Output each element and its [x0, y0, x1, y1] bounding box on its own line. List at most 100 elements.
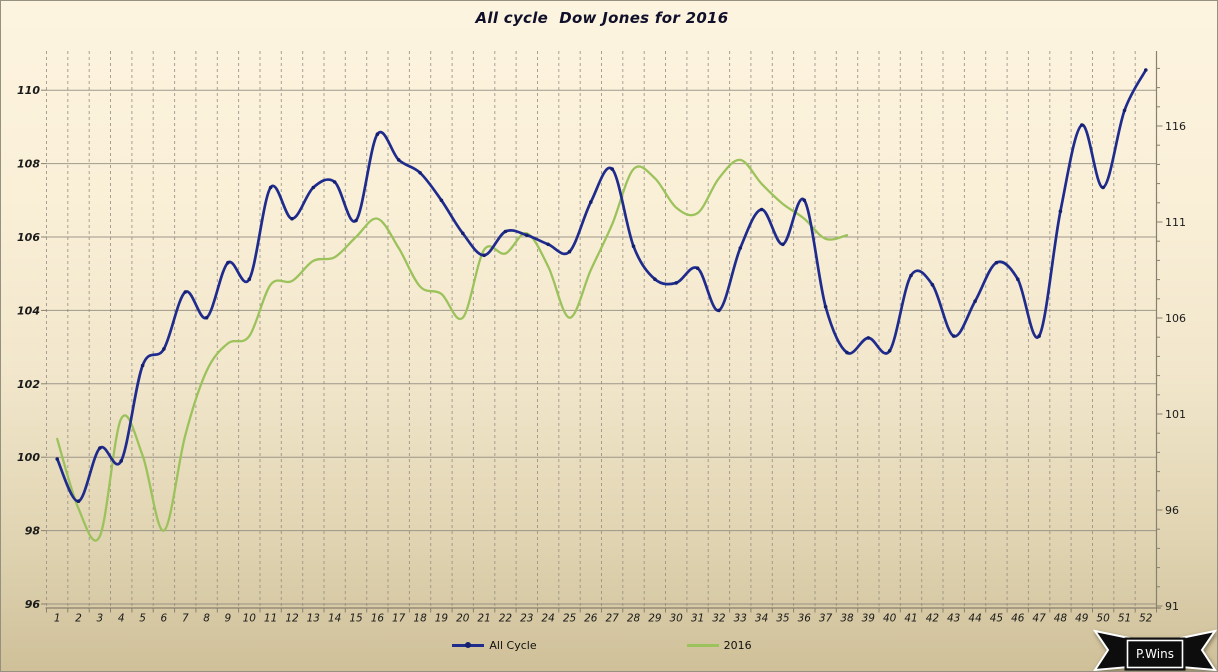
x-axis-tick-label: 46	[1011, 613, 1025, 625]
data-point-marker	[76, 499, 81, 504]
data-point-marker	[759, 207, 764, 212]
left-axis-tick-label: 96	[25, 598, 41, 611]
data-point-marker	[1101, 185, 1105, 190]
badge-label: P.Wins	[1136, 647, 1174, 661]
x-axis-tick-label: 39	[862, 613, 876, 625]
x-axis-tick-label: 20	[456, 613, 470, 625]
ribbon-right-wing	[1180, 629, 1217, 671]
data-point-marker	[802, 198, 807, 203]
x-axis-tick-label: 19	[435, 613, 449, 625]
legend-label: All Cycle	[489, 639, 537, 652]
x-axis-tick-label: 49	[1075, 613, 1089, 625]
x-axis-tick-label: 42	[926, 613, 940, 625]
x-axis-tick-label: 26	[584, 613, 598, 625]
x-axis-tick-label: 15	[349, 613, 363, 625]
data-point-marker	[204, 315, 209, 320]
right-axis-tick-label: 96	[1165, 504, 1179, 517]
data-point-marker	[909, 273, 913, 278]
x-axis-tick-label: 24	[541, 613, 554, 625]
data-point-marker	[1144, 68, 1148, 72]
x-axis-tick-label: 12	[285, 613, 299, 625]
x-axis-tick-label: 33	[734, 613, 747, 625]
x-axis-tick-label: 18	[413, 613, 427, 625]
data-point-marker	[183, 290, 188, 294]
x-axis-tick-label: 25	[563, 613, 577, 625]
data-point-marker	[98, 446, 102, 450]
x-axis-tick-label: 13	[307, 613, 320, 625]
left-axis-tick-label: 110	[17, 84, 40, 97]
data-point-marker	[396, 158, 401, 162]
x-axis-tick-label: 21	[477, 613, 490, 625]
legend-item-2016[interactable]: 2016	[686, 639, 752, 652]
data-point-marker	[439, 198, 444, 203]
x-axis-tick-label: 47	[1032, 613, 1046, 625]
x-axis-tick-label: 11	[264, 613, 277, 625]
x-axis-tick-label: 1	[54, 613, 61, 625]
data-point-marker	[162, 347, 166, 351]
x-axis-tick-label: 30	[670, 613, 684, 625]
data-point-marker	[887, 349, 892, 353]
data-point-marker	[951, 334, 956, 338]
data-point-marker	[1080, 123, 1084, 127]
data-point-marker	[695, 266, 700, 271]
x-axis-tick-label: 28	[627, 613, 641, 625]
data-point-marker	[567, 249, 572, 254]
data-point-marker	[930, 282, 935, 287]
series	[55, 68, 1148, 542]
series-line-all-cycle	[55, 68, 1148, 503]
right-axis-tick-label: 111	[1165, 216, 1186, 229]
data-point-marker	[823, 304, 828, 309]
data-point-marker	[525, 233, 529, 237]
left-axis-tick-label: 108	[17, 158, 40, 171]
x-axis-tick-label: 34	[755, 613, 768, 625]
x-axis-tick-label: 22	[499, 613, 513, 625]
x-axis-tick-label: 2	[75, 613, 82, 625]
x-axis-tick-label: 52	[1139, 613, 1153, 625]
data-point-marker	[610, 167, 614, 171]
data-point-marker	[503, 229, 508, 234]
2016-line-sample-icon	[686, 644, 719, 647]
data-point-marker	[354, 218, 358, 223]
x-axis-tick-label: 27	[606, 613, 620, 625]
pwins-ribbon-badge: P.Wins	[1093, 629, 1217, 671]
data-point-marker	[375, 132, 380, 136]
data-point-marker	[674, 281, 678, 285]
legend-label: 2016	[723, 639, 752, 652]
data-point-marker	[1037, 334, 1041, 338]
left-axis-tick-label: 104	[17, 304, 40, 317]
x-axis-tick-label: 9	[225, 613, 232, 625]
x-axis-tick-label: 45	[990, 613, 1004, 625]
right-axis-tick-label: 101	[1165, 408, 1186, 421]
data-point-marker	[845, 350, 849, 355]
ribbon-left-wing	[1093, 629, 1130, 671]
x-axis-tick-label: 50	[1096, 613, 1110, 625]
x-axis-tick-label: 8	[203, 613, 210, 625]
x-axis-tick-label: 14	[328, 613, 341, 625]
x-axis-tick-label: 37	[819, 613, 833, 625]
x-axis-tick-label: 17	[392, 613, 406, 625]
x-axis-tick-label: 32	[712, 613, 726, 625]
x-axis-tick-label: 23	[520, 613, 533, 625]
left-axis-tick-label: 100	[17, 451, 40, 464]
data-point-marker	[55, 457, 59, 461]
x-axis-tick-label: 7	[182, 613, 189, 625]
legend-item-all-cycle[interactable]: All Cycle	[452, 639, 537, 652]
gridlines	[46, 51, 1157, 608]
all-cycle-marker-icon	[465, 642, 472, 648]
x-axis-tick-label: 41	[904, 613, 917, 625]
x-axis-tick-label: 44	[968, 613, 981, 625]
x-axis-tick-label: 4	[118, 613, 125, 625]
data-point-marker	[226, 260, 230, 265]
right-axis-tick-label: 106	[1165, 312, 1186, 325]
data-point-marker	[461, 231, 465, 236]
x-axis-tick-label: 16	[371, 613, 385, 625]
data-point-marker	[973, 299, 977, 304]
data-point-marker	[781, 242, 785, 247]
x-axis-tick-label: 10	[243, 613, 257, 625]
data-point-marker	[653, 277, 657, 282]
chart-title: All cycle Dow Jones for 2016	[475, 9, 729, 27]
data-point-marker	[717, 308, 721, 313]
